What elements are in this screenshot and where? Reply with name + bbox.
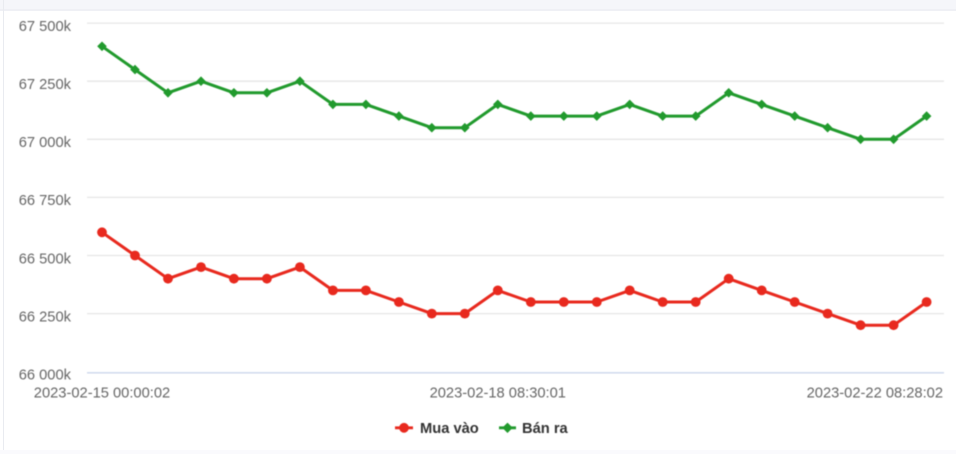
svg-text:Bán ra: Bán ra [522,421,569,437]
svg-text:2023-02-15 00:00:02: 2023-02-15 00:00:02 [34,386,170,402]
svg-text:67 000k: 67 000k [19,135,72,151]
svg-text:67 250k: 67 250k [19,77,72,93]
svg-text:66 750k: 66 750k [19,193,72,209]
svg-text:66 000k: 66 000k [19,368,72,384]
svg-text:66 500k: 66 500k [19,251,72,267]
svg-text:67 500k: 67 500k [19,19,72,35]
svg-text:2023-02-18 08:30:01: 2023-02-18 08:30:01 [430,386,566,402]
svg-text:2023-02-22 08:28:02: 2023-02-22 08:28:02 [807,386,943,402]
svg-text:66 250k: 66 250k [19,309,72,325]
svg-text:Mua vào: Mua vào [420,421,479,437]
